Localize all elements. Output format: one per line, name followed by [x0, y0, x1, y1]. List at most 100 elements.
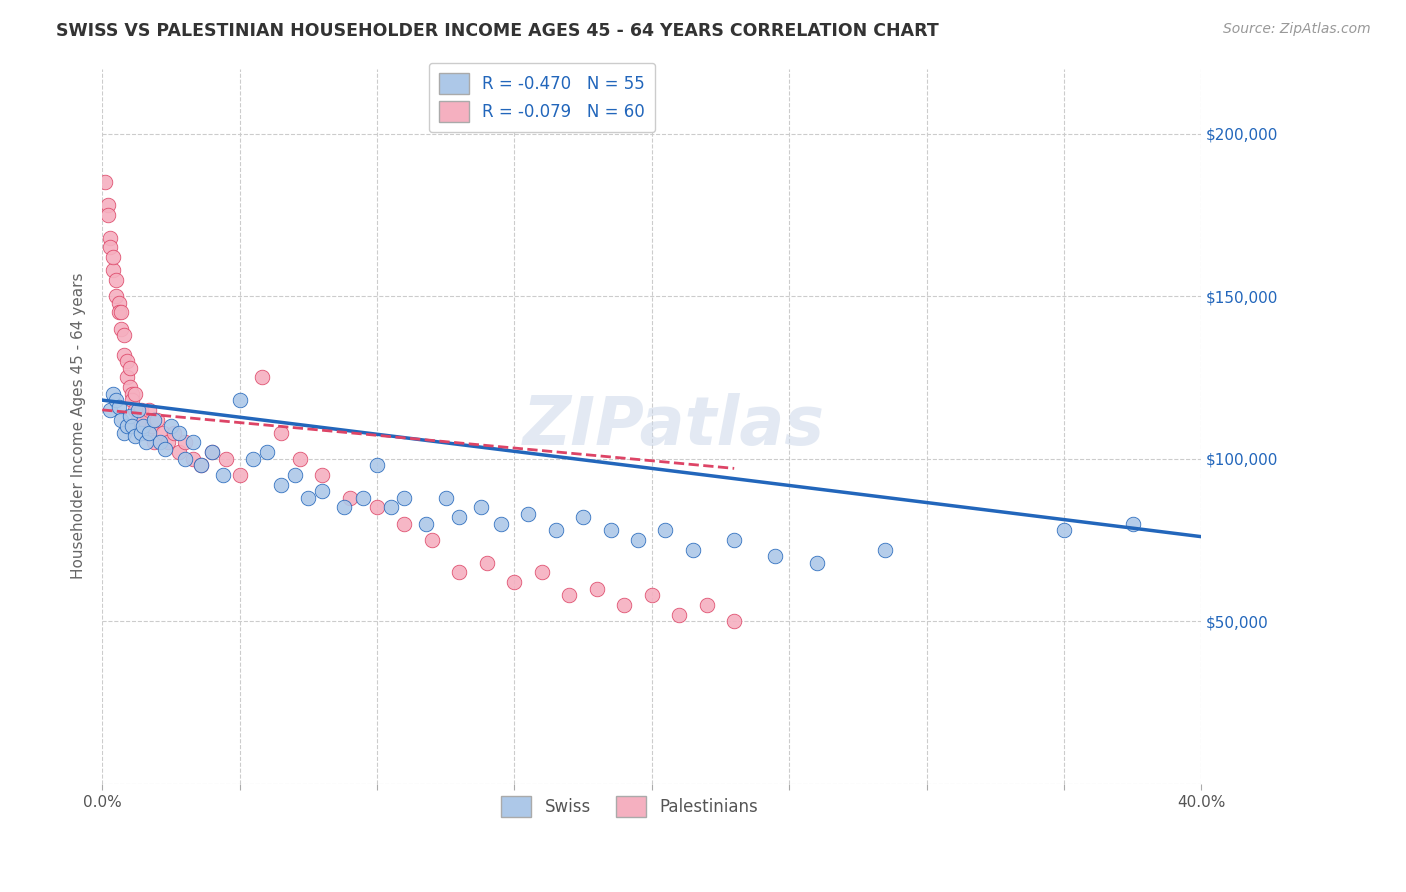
Point [100, 240, 122, 254]
Point [115, 419, 138, 434]
Point [297, 491, 319, 505]
Point [201, 445, 224, 459]
Point [112, 425, 135, 440]
Point [449, 566, 471, 580]
Point [288, 451, 311, 466]
Point [135, 435, 157, 450]
Point [100, 402, 122, 417]
Point [394, 491, 416, 505]
Point [585, 582, 607, 596]
Point [167, 425, 190, 440]
Point [333, 500, 356, 515]
Point [181, 435, 204, 450]
Legend: Swiss, Palestinians: Swiss, Palestinians [494, 788, 766, 825]
Point [160, 419, 183, 434]
Point [97, 208, 120, 222]
Point [155, 442, 177, 456]
Point [129, 402, 152, 417]
Point [107, 400, 129, 414]
Point [190, 458, 212, 472]
Point [311, 467, 333, 482]
Point [763, 549, 786, 564]
Point [517, 507, 540, 521]
Point [118, 409, 141, 424]
Point [723, 533, 745, 547]
Point [103, 250, 125, 264]
Point [449, 510, 471, 524]
Point [339, 491, 361, 505]
Text: SWISS VS PALESTINIAN HOUSEHOLDER INCOME AGES 45 - 64 YEARS CORRELATION CHART: SWISS VS PALESTINIAN HOUSEHOLDER INCOME … [56, 22, 939, 40]
Point [242, 451, 264, 466]
Point [489, 516, 512, 531]
Point [311, 484, 333, 499]
Point [1122, 516, 1144, 531]
Point [104, 289, 127, 303]
Point [127, 402, 149, 417]
Point [167, 445, 190, 459]
Point [394, 516, 416, 531]
Point [110, 412, 132, 426]
Point [572, 510, 595, 524]
Point [215, 451, 238, 466]
Point [654, 523, 676, 537]
Point [124, 386, 146, 401]
Point [107, 295, 129, 310]
Point [696, 598, 718, 612]
Point [181, 451, 204, 466]
Text: Source: ZipAtlas.com: Source: ZipAtlas.com [1223, 22, 1371, 37]
Point [110, 305, 132, 319]
Point [104, 273, 127, 287]
Point [806, 556, 828, 570]
Point [135, 425, 157, 440]
Point [380, 500, 402, 515]
Point [121, 419, 143, 434]
Point [132, 412, 155, 426]
Point [104, 393, 127, 408]
Point [283, 467, 305, 482]
Point [173, 435, 195, 450]
Point [530, 566, 553, 580]
Point [129, 425, 152, 440]
Point [112, 348, 135, 362]
Point [121, 393, 143, 408]
Point [118, 380, 141, 394]
Point [190, 458, 212, 472]
Point [434, 491, 457, 505]
Point [173, 451, 195, 466]
Point [352, 491, 374, 505]
Point [544, 523, 567, 537]
Point [627, 533, 650, 547]
Point [470, 500, 492, 515]
Point [415, 516, 437, 531]
Point [138, 425, 160, 440]
Point [127, 412, 149, 426]
Point [152, 425, 174, 440]
Point [124, 429, 146, 443]
Point [475, 556, 498, 570]
Point [558, 588, 581, 602]
Point [163, 425, 186, 440]
Point [212, 467, 235, 482]
Point [121, 386, 143, 401]
Point [138, 402, 160, 417]
Text: ZIPatlas: ZIPatlas [523, 393, 825, 459]
Point [115, 354, 138, 368]
Point [115, 370, 138, 384]
Point [143, 412, 166, 426]
Point [366, 458, 388, 472]
Y-axis label: Householder Income Ages 45 - 64 years: Householder Income Ages 45 - 64 years [72, 273, 86, 580]
Point [250, 370, 273, 384]
Point [124, 402, 146, 417]
Point [100, 230, 122, 244]
Point [132, 419, 155, 434]
Point [112, 328, 135, 343]
Point [366, 500, 388, 515]
Point [723, 614, 745, 628]
Point [1053, 523, 1076, 537]
Point [141, 419, 163, 434]
Point [682, 542, 704, 557]
Point [103, 263, 125, 277]
Point [118, 360, 141, 375]
Point [146, 412, 169, 426]
Point [256, 445, 278, 459]
